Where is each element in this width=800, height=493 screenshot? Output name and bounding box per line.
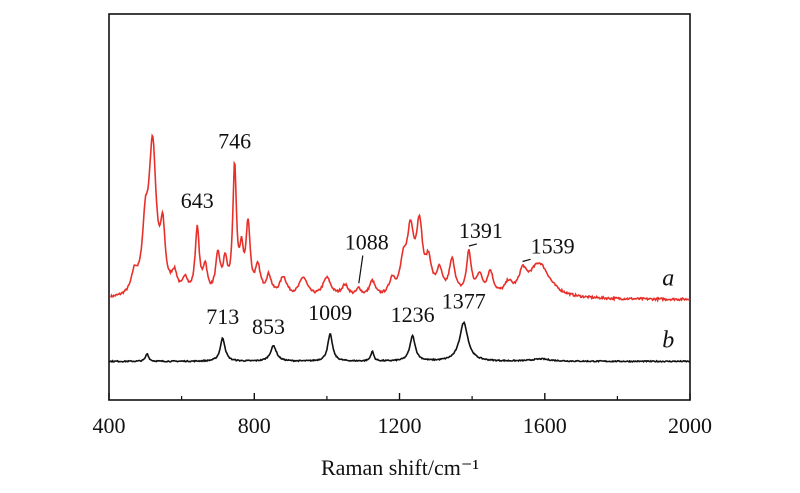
series-b-line [108, 320, 691, 364]
series-a-tag: a [662, 266, 674, 292]
peak-label-1009: 1009 [308, 300, 352, 325]
x-axis-title: Raman shift/cm⁻¹ [321, 455, 479, 480]
leader-line-1088 [358, 255, 364, 284]
series-a-line [110, 133, 691, 303]
leader-line-1391 [468, 243, 478, 247]
annotation-layer: 643 746 1088 1391 1539 a 713 853 1009 1236 1377 b [181, 129, 675, 354]
peak-label-1539: 1539 [531, 233, 575, 258]
leader-line-1539 [522, 258, 531, 263]
x-axis-ticks: 400 800 1200 1600 2000 [93, 393, 712, 438]
peak-label-853: 853 [252, 314, 285, 339]
peak-label-746: 746 [218, 129, 251, 154]
x-tick-label-400: 400 [93, 413, 126, 438]
peak-label-1088: 1088 [345, 230, 389, 255]
peak-label-1236: 1236 [391, 302, 435, 327]
x-tick-label-1200: 1200 [378, 413, 422, 438]
x-tick-label-2000: 2000 [668, 413, 712, 438]
x-tick-label-800: 800 [238, 413, 271, 438]
peak-label-1377: 1377 [442, 289, 486, 314]
peak-label-643: 643 [181, 188, 214, 213]
x-tick-label-1600: 1600 [523, 413, 567, 438]
series-layer [108, 133, 691, 364]
series-b-tag: b [662, 327, 674, 353]
peak-label-713: 713 [206, 304, 239, 329]
peak-label-1391: 1391 [459, 218, 503, 243]
